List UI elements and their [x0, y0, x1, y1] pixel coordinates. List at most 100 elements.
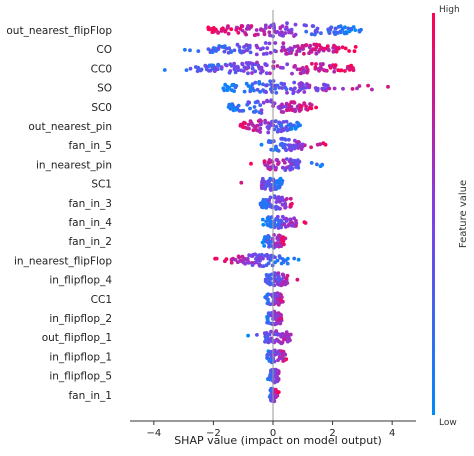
shap-point — [315, 142, 320, 147]
shap-point — [280, 257, 285, 261]
shap-point — [226, 88, 230, 92]
colorbar: High Low Feature value — [432, 5, 469, 428]
shap-point — [258, 126, 263, 131]
shap-point — [283, 48, 288, 53]
shap-point — [246, 100, 251, 105]
shap-point — [162, 68, 167, 72]
shap-point — [239, 24, 244, 28]
shap-point — [386, 84, 390, 89]
shap-point — [351, 68, 356, 73]
shap-point — [209, 27, 214, 31]
shap-point — [265, 99, 270, 104]
shap-point — [204, 67, 209, 72]
shap-point — [267, 244, 271, 249]
shap-point — [282, 82, 287, 86]
shap-point — [257, 262, 262, 267]
shap-point — [261, 264, 266, 269]
shap-point — [267, 273, 272, 278]
shap-point — [265, 216, 270, 221]
shap-point — [269, 253, 274, 258]
shap-point — [281, 41, 286, 46]
shap-point — [340, 27, 345, 32]
shap-point — [302, 86, 306, 90]
shap-point — [276, 271, 281, 276]
shap-point — [278, 105, 282, 110]
shap-point — [304, 104, 308, 109]
shap-point — [263, 118, 267, 123]
x-axis-ticks: −4 −2 0 2 4 — [146, 421, 395, 439]
shap-point — [267, 198, 271, 203]
shap-point — [296, 140, 301, 144]
shap-point — [313, 86, 318, 90]
shap-point — [213, 65, 218, 70]
shap-point — [275, 241, 279, 246]
colorbar-gradient — [432, 13, 435, 415]
shap-point — [288, 106, 293, 110]
shap-point — [295, 143, 300, 147]
shap-point — [263, 253, 268, 258]
shap-point — [275, 313, 280, 318]
shap-point — [343, 25, 347, 30]
shap-point — [195, 69, 200, 73]
shap-point — [283, 27, 288, 31]
shap-point — [250, 66, 255, 71]
shap-point — [269, 349, 273, 354]
shap-point — [265, 315, 269, 319]
shap-point — [284, 119, 289, 124]
x-tick-label: −2 — [206, 428, 221, 439]
shap-point — [238, 123, 243, 128]
shap-point — [268, 195, 273, 200]
shap-point — [250, 61, 255, 66]
shap-point — [273, 353, 277, 357]
shap-point — [264, 201, 269, 206]
shap-point — [289, 27, 294, 32]
shap-point — [285, 197, 289, 201]
shap-point — [310, 24, 315, 28]
shap-point — [313, 29, 318, 34]
shap-point — [285, 261, 290, 266]
shap-point — [288, 202, 293, 207]
feature-label: in_flipflop_1 — [49, 351, 112, 363]
shap-point — [298, 123, 302, 128]
shap-point — [312, 32, 317, 37]
shap-point — [233, 257, 238, 262]
shap-point — [292, 80, 297, 85]
shap-point — [281, 120, 286, 124]
shap-point — [244, 32, 249, 37]
shap-point — [277, 355, 282, 359]
shap-point — [253, 126, 258, 131]
shap-point — [264, 63, 269, 68]
shap-point — [274, 90, 279, 95]
shap-point — [290, 223, 294, 228]
shap-point — [285, 62, 290, 67]
shap-point — [287, 159, 292, 164]
shap-point — [269, 188, 273, 192]
shap-point — [239, 68, 244, 73]
shap-point — [261, 88, 265, 92]
shap-point — [221, 26, 225, 31]
shap-point — [295, 277, 300, 282]
shap-point — [233, 107, 238, 112]
shap-point — [304, 29, 309, 34]
shap-point — [228, 62, 233, 67]
shap-point — [280, 340, 285, 345]
feature-label: in_nearest_flipFlop — [14, 255, 112, 267]
shap-point — [353, 45, 358, 49]
shap-point — [275, 293, 280, 298]
shap-point — [246, 333, 251, 338]
shap-point — [273, 274, 277, 279]
shap-point — [295, 120, 299, 125]
shap-point — [229, 260, 234, 265]
shap-point — [236, 30, 241, 35]
shap-point — [340, 45, 345, 50]
shap-point — [286, 256, 290, 261]
shap-point — [193, 65, 198, 69]
shap-point — [266, 254, 271, 258]
shap-point — [268, 71, 272, 76]
shap-point — [268, 79, 273, 84]
shap-point — [280, 214, 285, 219]
shap-point — [237, 255, 242, 260]
shap-point — [278, 25, 283, 30]
shap-point — [254, 52, 259, 57]
shap-point — [333, 63, 338, 68]
